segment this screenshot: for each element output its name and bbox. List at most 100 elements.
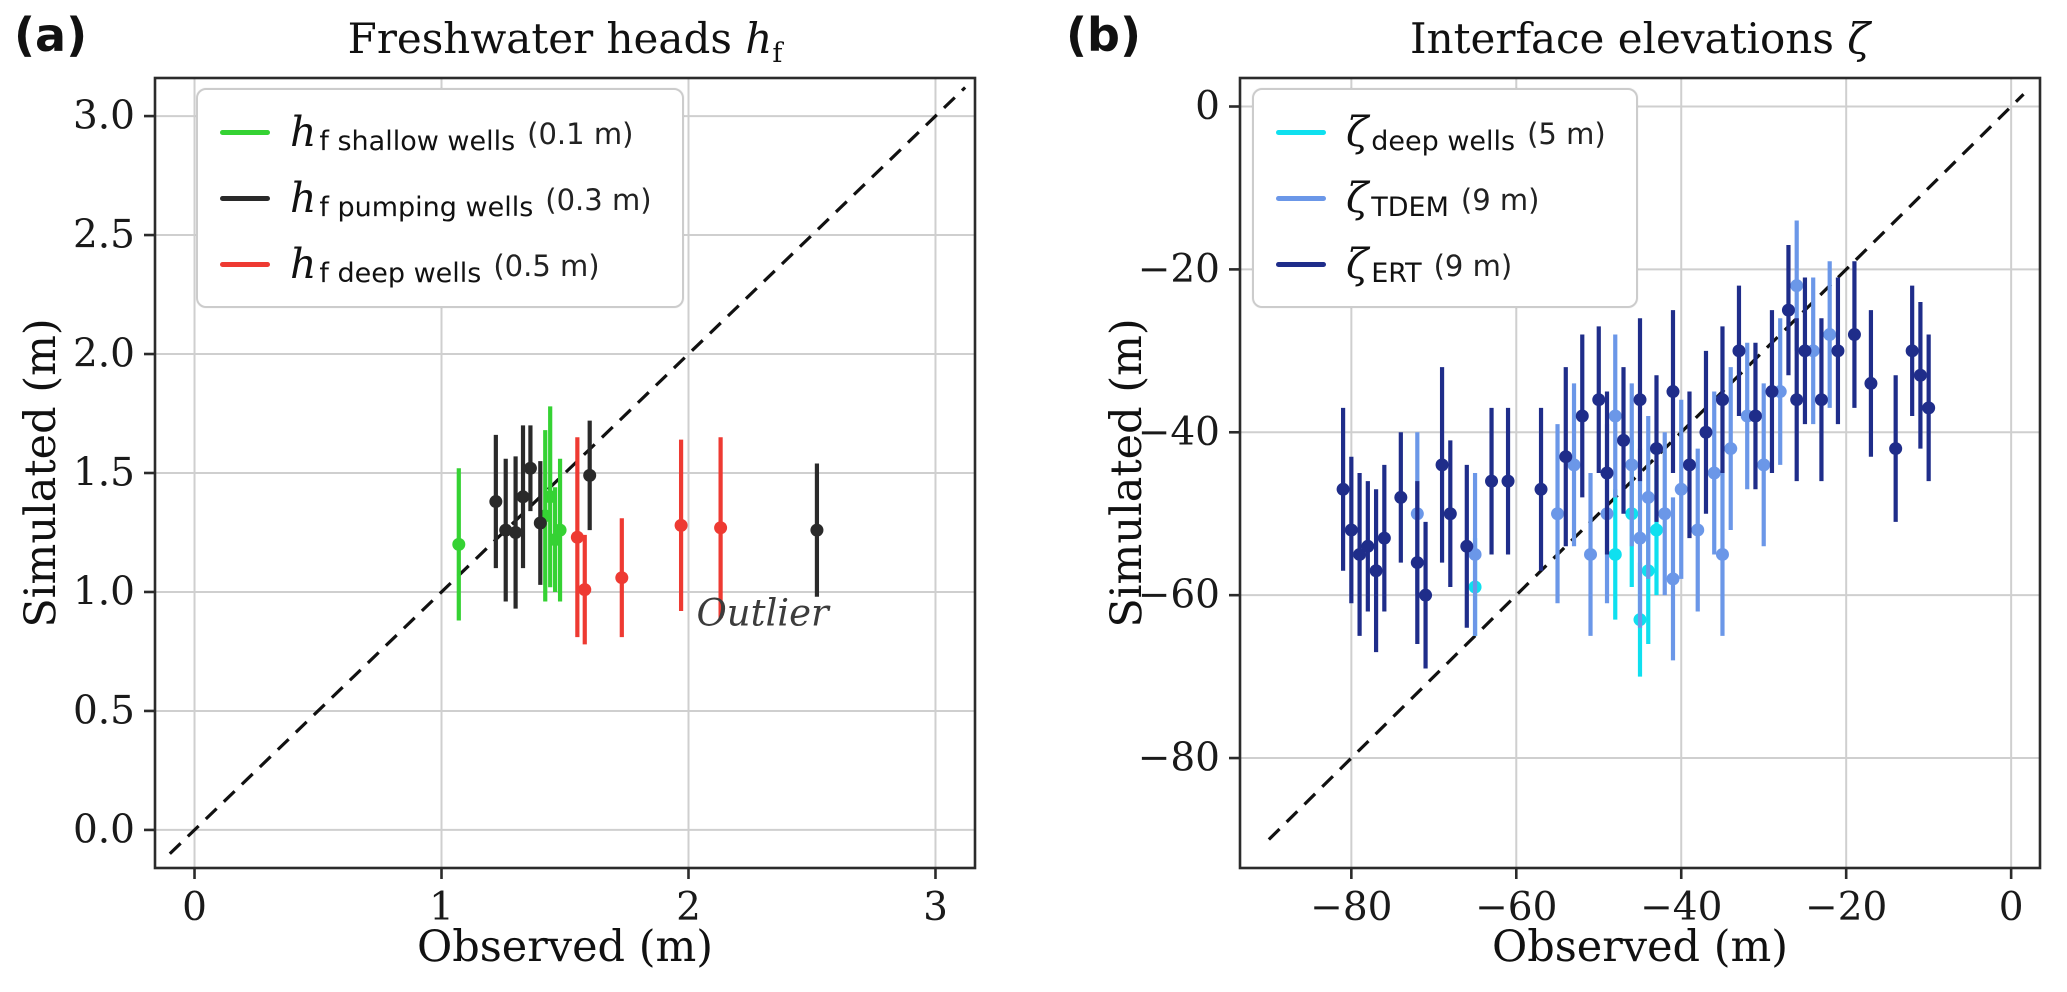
- data-point: [1682, 458, 1696, 472]
- data-point: [1790, 279, 1804, 293]
- data-point: [810, 523, 824, 537]
- data-point: [489, 495, 503, 509]
- data-point: [1608, 547, 1622, 561]
- title-text: Freshwater heads: [347, 14, 746, 63]
- data-point: [1600, 466, 1614, 480]
- panel-a-title: Freshwater heads hf: [155, 14, 975, 69]
- data-point: [583, 468, 597, 482]
- title-text: Interface elevations: [1410, 14, 1848, 63]
- legend-swatch-line: [220, 261, 270, 267]
- legend-entry: ζ TDEM (9 m): [1276, 172, 1606, 224]
- x-axis-label: Observed (m): [1491, 922, 1789, 972]
- data-point: [1377, 531, 1391, 545]
- x-tick-label: 3: [923, 885, 948, 930]
- data-point: [1410, 556, 1424, 570]
- title-subscript: f: [772, 38, 783, 69]
- data-point: [516, 490, 530, 504]
- y-tick-label: −60: [1138, 573, 1220, 618]
- data-point: [1344, 523, 1358, 537]
- legend-swatch-line: [1276, 129, 1326, 135]
- data-point: [1724, 442, 1738, 456]
- data-point: [1922, 401, 1936, 415]
- data-point: [1485, 474, 1499, 488]
- data-point: [1732, 344, 1746, 358]
- one-to-one-line: [168, 86, 967, 855]
- data-point: [523, 461, 537, 475]
- y-tick-label: 0: [1195, 84, 1220, 129]
- data-point: [1666, 572, 1680, 586]
- data-point: [615, 571, 629, 585]
- panel-b-label: (b): [1066, 8, 1141, 62]
- title-symbol: h: [745, 14, 773, 63]
- data-point: [1575, 409, 1589, 423]
- data-point: [1748, 409, 1762, 423]
- x-tick-label: 1: [429, 885, 454, 930]
- legend-subscript: ERT: [1371, 257, 1422, 289]
- panel-b: (b) Interface elevations ζ −80 −60 −40 −20 0…: [1052, 0, 2067, 992]
- legend-entry: ζ ERT (9 m): [1276, 238, 1606, 290]
- legend-error-value: (9 m): [1460, 183, 1540, 217]
- data-point: [1790, 393, 1804, 407]
- data-point: [1715, 393, 1729, 407]
- legend-symbol: h: [290, 108, 317, 156]
- legend-subscript: f pumping wells: [319, 191, 534, 223]
- data-point: [1823, 328, 1837, 342]
- data-point: [1592, 393, 1606, 407]
- panel-a: (a) Freshwater heads hf 0 1 2 3 0.0 0.5 1.0 1.5…: [0, 0, 1015, 992]
- data-point: [533, 516, 547, 530]
- data-point: [1905, 344, 1919, 358]
- data-point: [1435, 458, 1449, 472]
- legend-symbol: h: [290, 174, 317, 222]
- data-point: [570, 530, 584, 544]
- data-point: [543, 490, 557, 504]
- x-tick-label: −40: [1640, 885, 1722, 930]
- data-point: [1584, 547, 1598, 561]
- data-point: [1649, 442, 1663, 456]
- data-point: [1567, 458, 1581, 472]
- data-point: [1814, 393, 1828, 407]
- data-point: [674, 518, 688, 532]
- data-point: [1534, 482, 1548, 496]
- data-point: [1336, 482, 1350, 496]
- y-tick-label: 2.5: [73, 213, 135, 258]
- data-point: [1617, 433, 1631, 447]
- x-tick-label: −20: [1805, 885, 1887, 930]
- data-point: [1649, 523, 1663, 537]
- legend-symbol: h: [290, 240, 317, 288]
- data-point: [1707, 466, 1721, 480]
- x-tick-label: 0: [182, 885, 207, 930]
- y-tick-label: 1.5: [73, 451, 135, 496]
- y-tick-label: 0.0: [73, 807, 135, 852]
- legend-error-value: (5 m): [1527, 117, 1606, 151]
- data-point: [1419, 588, 1433, 602]
- y-tick-label: 3.0: [73, 94, 135, 139]
- legend-swatch-line: [220, 129, 270, 135]
- legend-subscript: f shallow wells: [319, 125, 516, 157]
- data-point: [1633, 393, 1647, 407]
- legend-error-value: (9 m): [1433, 249, 1513, 283]
- data-point: [1369, 564, 1383, 578]
- data-point: [1699, 425, 1713, 439]
- data-point: [1468, 547, 1482, 561]
- data-point: [1666, 385, 1680, 399]
- y-tick-label: 0.5: [73, 688, 135, 733]
- scatter-plot-freshwater-heads: 0 1 2 3 0.0 0.5 1.0 1.5 2.0 2.5 3.0 Outlier: [73, 76, 977, 930]
- data-point: [1864, 376, 1878, 390]
- data-point: [1608, 409, 1622, 423]
- x-tick-label: −60: [1475, 885, 1557, 930]
- data-point: [1715, 547, 1729, 561]
- legend-subscript: f deep wells: [319, 257, 482, 289]
- legend-swatch-line: [1276, 261, 1326, 267]
- legend-error-value: (0.5 m): [493, 249, 600, 283]
- data-point: [499, 523, 513, 537]
- legend-symbol: ζ: [1346, 108, 1369, 156]
- data-point: [1551, 507, 1565, 521]
- data-point: [452, 537, 466, 551]
- data-point: [1757, 458, 1771, 472]
- data-point: [578, 583, 592, 597]
- scatter-plot-interface-elevations: −80 −60 −40 −20 0 0 −20 −40 −60 −80: [1138, 76, 2042, 930]
- data-point: [1889, 442, 1903, 456]
